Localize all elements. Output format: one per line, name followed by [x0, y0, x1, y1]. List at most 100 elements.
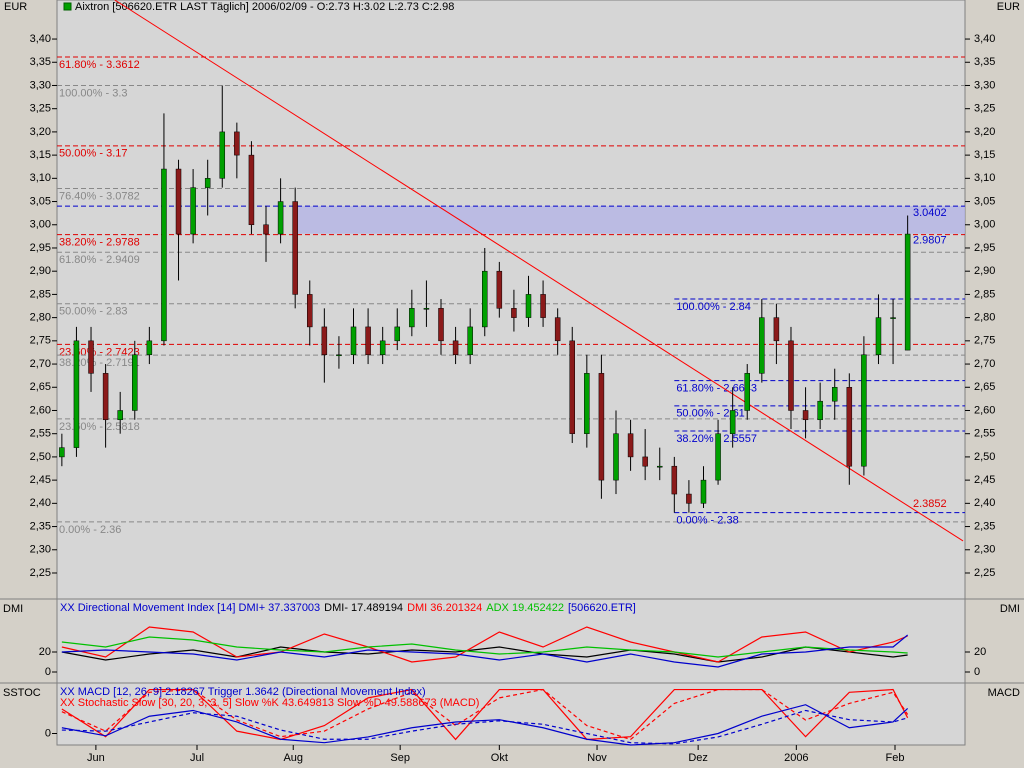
candle-body [175, 168, 182, 235]
annotation: 2.9807 [913, 235, 947, 247]
y-tick-label: 2,30 [30, 544, 51, 556]
fib-label: 50.00% - 2.83 [59, 306, 128, 318]
candle-body [759, 317, 765, 374]
candle-body [146, 340, 153, 356]
y-tick-label: 0 [974, 666, 980, 678]
panel-label: DMI [3, 603, 23, 615]
indicator-line [61, 688, 909, 741]
y-unit: EUR [997, 1, 1020, 13]
y-tick-label: 2,95 [974, 242, 995, 254]
indicator-line [61, 634, 909, 668]
y-tick-label: 2,40 [30, 497, 51, 509]
y-tick-label: 2,65 [974, 381, 995, 393]
y-tick-label: 3,10 [974, 172, 995, 184]
candle-body [613, 433, 619, 481]
candle-body [729, 410, 736, 434]
indicator-legend: XX Stochastic Slow [30, 20, 3, 3, 5] Slo… [60, 697, 479, 709]
candle-body [394, 326, 401, 342]
chart-title: Aixtron [506620.ETR LAST Täglich] 2006/0… [75, 1, 454, 13]
candle-body [540, 294, 546, 318]
candle-body [744, 373, 750, 411]
y-tick-label: 2,55 [30, 428, 51, 440]
y-tick-label: 2,75 [974, 335, 995, 347]
candle-body [554, 317, 561, 342]
legend-part: DMI 36.201324 [407, 602, 482, 614]
candle-body [204, 178, 211, 188]
fib-label: 50.00% - 2.61 [676, 408, 745, 420]
candle-body [817, 400, 823, 421]
candle-body [875, 317, 882, 356]
x-tick-label: 2006 [784, 752, 808, 764]
y-tick-label: 2,50 [30, 451, 51, 463]
y-tick-label: 2,60 [30, 404, 51, 416]
candle-body [627, 433, 634, 458]
candle-body [715, 433, 721, 481]
candle-body [379, 340, 386, 356]
fib-label: 100.00% - 3.3 [59, 87, 128, 99]
candle-body [263, 224, 269, 235]
y-tick-label: 2,55 [974, 428, 995, 440]
fib-label: 38.20% - 2.7191 [59, 357, 140, 369]
candle-body [190, 187, 196, 235]
x-tick-label: Nov [587, 752, 607, 764]
y-tick-label: 2,65 [30, 381, 51, 393]
candle-body [904, 233, 911, 351]
indicator-line [61, 626, 908, 663]
candle-body [132, 354, 138, 411]
candle-body [467, 326, 473, 356]
legend-part: ADX 19.452422 [486, 602, 564, 614]
y-tick-label: 3,20 [974, 126, 995, 138]
fib-label: 23.60% - 2.5818 [59, 421, 140, 433]
x-tick-label: Jun [87, 752, 105, 764]
candle-body [59, 447, 65, 458]
y-tick-label: 2,30 [974, 544, 995, 556]
y-tick-label: 3,20 [30, 126, 51, 138]
x-tick-label: Dez [688, 752, 708, 764]
candle-body [277, 201, 284, 235]
y-tick-label: 3,15 [30, 149, 51, 161]
y-tick-label: 3,00 [30, 219, 51, 231]
candle-body [248, 154, 255, 226]
fib-label: 0.00% - 2.36 [59, 524, 121, 536]
x-tick-label: Feb [886, 752, 905, 764]
candle-body [365, 326, 371, 356]
candle-body [584, 373, 590, 434]
y-tick-label: 3,40 [30, 33, 51, 45]
legend-part: XX Directional Movement Index [14] DMI+ … [60, 602, 320, 614]
candle-body [861, 354, 867, 467]
trendline [114, 0, 964, 542]
indicator-line [61, 636, 908, 658]
y-tick-label: 0 [45, 727, 51, 739]
legend-part: XX Stochastic Slow [30, 20, 3, 3, 5] Slo… [60, 697, 479, 709]
title-icon [63, 2, 72, 11]
annotation: 3.0402 [913, 207, 947, 219]
y-tick-label: 0 [45, 666, 51, 678]
y-tick-label: 2,45 [30, 474, 51, 486]
candle-body [409, 308, 415, 328]
candle-body [831, 387, 838, 402]
y-tick-label: 2,25 [974, 567, 995, 579]
panel-label: DMI [1000, 603, 1020, 615]
candle-body [350, 326, 357, 356]
candle-body [773, 317, 780, 342]
x-tick-label: Sep [390, 752, 410, 764]
candle-body [642, 456, 648, 467]
y-tick-label: 2,90 [974, 265, 995, 277]
candle-body [671, 465, 678, 495]
candle-body [336, 354, 342, 357]
y-tick-label: 2,50 [974, 451, 995, 463]
fib-label: 61.80% - 3.3612 [59, 59, 140, 71]
fib-label: 61.80% - 2.9409 [59, 254, 140, 266]
candle-body [219, 131, 226, 179]
y-tick-label: 2,90 [30, 265, 51, 277]
legend-part: DMI- 17.489194 [324, 602, 403, 614]
y-tick-label: 20 [974, 646, 986, 658]
fib-label: 0.00% - 2.38 [676, 515, 738, 527]
y-tick-label: 3,35 [30, 56, 51, 68]
y-tick-label: 3,05 [30, 195, 51, 207]
y-tick-label: 2,40 [974, 497, 995, 509]
y-tick-label: 2,85 [974, 288, 995, 300]
y-tick-label: 2,95 [30, 242, 51, 254]
